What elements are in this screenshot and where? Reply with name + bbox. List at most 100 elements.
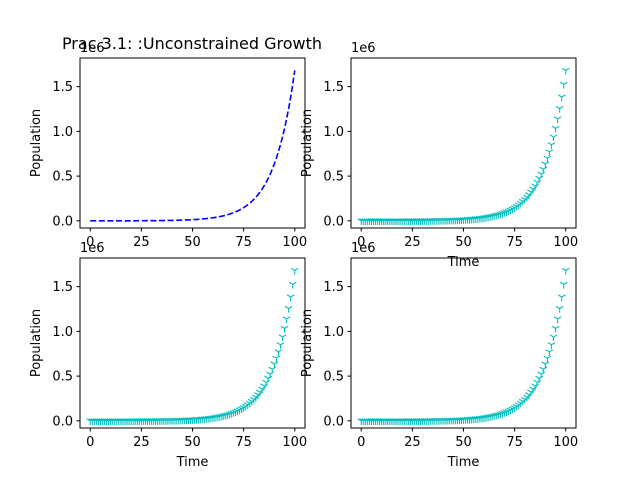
data-point-marker [545,349,554,356]
subplot-bottom-right: 0 25 50 75 100 0.0 0.5 1.0 1.5 1e6 Population Time [300,241,578,470]
data-point-marker [555,305,564,313]
data-point-marker [471,216,480,223]
data-point-marker [553,116,562,124]
y-tick-label: 1.5 [52,280,73,295]
data-point-marker [561,267,570,275]
y-tick-label: 0.5 [323,170,344,185]
data-point-marker [541,361,550,369]
data-point-marker [276,342,285,349]
x-tick-label: 100 [282,235,307,250]
data-point-marker [272,355,281,363]
x-tick-label: 75 [506,435,523,450]
data-point-marker [551,325,560,333]
y-offset-label: 1e6 [80,41,105,56]
data-point-marker [282,316,291,324]
x-tick-label: 50 [455,235,472,250]
y-tick-label: 1.0 [323,125,344,140]
y-offset-label: 1e6 [80,241,105,256]
data-point-marker [469,416,478,424]
data-point-marker [288,281,297,289]
x-tick-label: 0 [86,435,94,450]
x-tick-label: 25 [133,235,150,250]
y-tick-label: 0.0 [52,214,73,229]
data-point-marker [473,215,482,223]
y-tick-label: 0.5 [52,170,73,185]
data-point-marker [473,415,482,423]
x-tick-label: 100 [553,435,578,450]
data-point-marker [553,316,562,324]
x-axis-label: Time [447,255,480,270]
y-axis-label: Population [300,109,315,177]
subplot-bottom-left: 0 25 50 75 100 0.0 0.5 1.0 1.5 1e6 Population Time [29,241,307,470]
x-axis-label: Time [176,455,209,470]
y-tick-label: 1.0 [323,325,344,340]
x-tick-label: 50 [455,435,472,450]
figure-title: Prac 3.1: :Unconstrained Growth [62,34,322,53]
data-point-marker [547,142,556,149]
data-point-marker [545,149,554,156]
data-point-marker [274,349,283,356]
y-tick-label: 1.5 [52,80,73,95]
data-point-marker [557,94,566,102]
data-point-marker [539,366,548,374]
subplot-top-left: 0 25 50 75 100 0.0 0.5 1.0 1.5 1e6 Population [29,41,307,250]
data-point-marker [557,294,566,302]
data-point-marker [284,305,293,313]
y-axis-label: Population [29,109,44,177]
data-point-marker [555,105,564,113]
y-tick-label: 1.5 [323,280,344,295]
data-point-marker [270,361,279,369]
x-tick-label: 0 [357,435,365,450]
x-tick-label: 100 [553,235,578,250]
x-tick-label: 25 [404,435,421,450]
x-tick-label: 75 [235,435,252,450]
x-axis-label: Time [447,455,480,470]
data-point-marker [549,334,558,342]
series-markers [357,67,570,226]
y-tick-label: 0.0 [323,414,344,429]
y-tick-label: 0.5 [323,370,344,385]
y-tick-label: 0.0 [52,414,73,429]
data-point-marker [202,415,211,423]
y-tick-label: 1.0 [52,325,73,340]
data-point-marker [559,81,568,89]
data-point-marker [551,125,560,133]
data-point-marker [290,267,299,275]
y-offset-label: 1e6 [351,241,376,256]
x-tick-label: 100 [282,435,307,450]
x-tick-label: 50 [184,435,201,450]
subplot-grid: 0 25 50 75 100 0.0 0.5 1.0 1.5 1e6 Population 0 25 50… [29,41,578,470]
y-tick-label: 0.0 [323,214,344,229]
y-axis-label: Population [29,309,44,377]
series-markers [86,267,299,426]
data-point-marker [549,134,558,142]
data-point-marker [469,216,478,224]
x-tick-label: 25 [133,435,150,450]
y-offset-label: 1e6 [351,41,376,56]
subplot-top-right: 0 25 50 75 100 0.0 0.5 1.0 1.5 1e6 Population Time [300,41,578,270]
data-point-marker [200,416,209,423]
data-point-marker [561,67,570,75]
x-tick-label: 50 [184,235,201,250]
data-point-marker [278,334,287,342]
x-tick-label: 75 [506,235,523,250]
y-tick-label: 1.5 [323,80,344,95]
y-axis-label: Population [300,309,315,377]
x-tick-label: 75 [235,235,252,250]
data-point-marker [198,416,207,424]
data-point-marker [543,155,552,163]
data-point-marker [286,294,295,302]
data-point-marker [559,281,568,289]
y-tick-label: 0.5 [52,370,73,385]
series-markers [357,267,570,426]
data-point-marker [543,355,552,363]
x-tick-label: 0 [86,235,94,250]
x-tick-label: 25 [404,235,421,250]
data-point-marker [539,166,548,174]
data-point-marker [280,325,289,333]
data-point-marker [268,366,277,374]
data-point-marker [471,416,480,423]
x-tick-label: 0 [357,235,365,250]
